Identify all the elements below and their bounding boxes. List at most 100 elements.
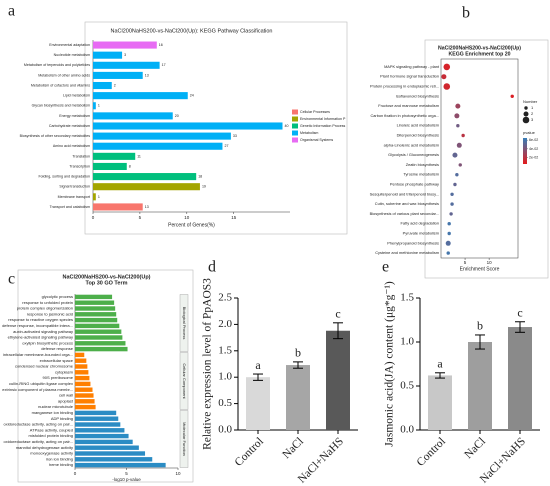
- bar: [93, 71, 143, 79]
- legend-label: Environmental Information P: [300, 117, 346, 121]
- bubble: [447, 231, 451, 236]
- legend-label: Genetic Information Process: [300, 124, 346, 128]
- bar-count-label: 17: [162, 63, 166, 67]
- panel-letter: b: [462, 5, 470, 22]
- bar: [75, 335, 123, 340]
- panel-letter: c: [8, 271, 15, 288]
- bar: [75, 404, 96, 410]
- bar: [93, 152, 136, 160]
- y-tick-label: Carbon fixation in photosynthetic orga..…: [370, 113, 439, 118]
- panel-letter: d: [208, 259, 216, 276]
- chart-title: NaCl200NaHS200-vs-NaCl200(Up): [438, 45, 521, 51]
- x-tick-label: 5: [464, 260, 467, 265]
- bubble: [441, 74, 447, 80]
- y-tick-label: manganese ion binding: [32, 410, 73, 415]
- bar-count-label: 40: [284, 124, 288, 128]
- bubble: [456, 142, 462, 148]
- y-tick-label: Translation: [72, 154, 90, 158]
- bar-count-label: 20: [175, 114, 179, 118]
- x-tick-label: 10: [487, 260, 493, 265]
- y-tick-label: heme binding: [49, 462, 73, 467]
- bubble: [446, 251, 450, 255]
- bar: [508, 327, 532, 430]
- y-tick-label: Metabolism of cofactors and vitamins: [31, 83, 90, 87]
- bar: [93, 183, 200, 191]
- y-tick-label: ethylene-activated signaling pathway: [8, 335, 73, 340]
- bubble: [445, 240, 451, 246]
- y-tick-label: defense response, incompatible intera...: [2, 323, 73, 328]
- panel-frame: [17, 269, 194, 483]
- legend-title: pvalue: [523, 130, 536, 135]
- x-tick-label: 15: [231, 215, 237, 220]
- bar: [93, 102, 96, 110]
- significance-label: a: [437, 357, 443, 371]
- bar: [75, 300, 115, 305]
- y-tick-label: oxidoreductase activity, acting on pair.…: [3, 439, 73, 444]
- y-tick-label: ADP binding: [51, 416, 73, 421]
- bar: [75, 370, 89, 375]
- panel-letter: a: [8, 3, 15, 20]
- bubble: [452, 152, 458, 158]
- group-label: Molecular Function: [182, 422, 187, 456]
- bar: [75, 387, 93, 392]
- bar: [93, 51, 123, 59]
- y-tick-label: intracellular membrane-bounded orga...: [3, 352, 73, 357]
- bar: [93, 81, 112, 90]
- y-tick-label: oxidoreductase activity, acting on pair.…: [3, 422, 73, 427]
- y-tick-label: Biosynthesis of various plant secondar..…: [370, 211, 439, 216]
- y-tick-label: Plant hormone signal transduction: [380, 74, 439, 79]
- bar: [75, 364, 88, 369]
- bar: [75, 433, 129, 439]
- legend-label: Organismal Systems: [300, 138, 333, 142]
- y-tick-label: Pyruvate metabolism: [403, 231, 439, 236]
- significance-label: b: [477, 319, 483, 333]
- bar: [75, 323, 120, 329]
- group-label: Biological Process: [182, 307, 187, 340]
- y-tick-label: Metabolism of terpenoids and polyketides: [24, 63, 90, 67]
- bar: [75, 312, 117, 317]
- y-tick-label: Folding, sorting and degradation: [38, 175, 90, 179]
- bubble: [461, 133, 465, 138]
- bar: [75, 341, 126, 346]
- bar-count-label: 3: [124, 53, 126, 57]
- bar: [93, 203, 143, 211]
- group-strip: [179, 352, 189, 410]
- y-tick-label: defense response: [41, 346, 74, 351]
- bar-count-label: 2: [114, 83, 116, 87]
- y-tick-label: extracellular space: [40, 358, 74, 363]
- y-tick-label: glycolytic process: [42, 294, 73, 299]
- colorbar-label: 2e-02: [529, 155, 538, 159]
- group-strip: [179, 410, 189, 468]
- significance-label: c: [335, 307, 340, 321]
- legend-swatch: [292, 116, 298, 122]
- significance-label: b: [295, 346, 301, 360]
- bar: [75, 317, 118, 323]
- y-tick-label: 0.0: [400, 424, 414, 436]
- bubble: [450, 192, 454, 196]
- y-tick-label: Sesquiterpenoid and triterpenoid biosy..…: [370, 191, 439, 196]
- bar: [75, 457, 153, 462]
- bar: [93, 162, 127, 171]
- y-tick-label: auxin-activated signaling pathway: [13, 329, 73, 334]
- legend-bubble: [522, 116, 530, 124]
- y-tick-label: Protein processing in endoplasmic reti..…: [370, 84, 439, 89]
- legend-swatch: [292, 130, 298, 136]
- bar: [75, 393, 94, 398]
- y-tick-label: 1.0: [400, 336, 414, 348]
- bar: [75, 381, 91, 387]
- y-tick-label: alpha-Linolenic acid metabolism: [384, 142, 439, 147]
- colorbar: [523, 138, 527, 164]
- y-tick-label: Signal transduction: [59, 185, 90, 189]
- y-tick-label: condensed nuclear chromosome: [15, 364, 74, 369]
- y-tick-label: Diterpenoid biosynthesis: [397, 133, 439, 138]
- legend-swatch: [292, 109, 298, 115]
- bar: [75, 375, 90, 381]
- bar-count-label: 16: [159, 43, 163, 47]
- y-axis-label: Jasmonic acid(JA) content (μg*g⁻¹): [384, 281, 396, 447]
- bar: [428, 375, 452, 430]
- y-tick-label: oxylipin biosynthetic process: [22, 340, 73, 345]
- bar: [326, 330, 350, 430]
- chart-subtitle: KEGG Enrichment top 20: [449, 51, 511, 57]
- chart-title: NaCl200NaHS200-vs-NaCl200(Up): KEGG Path…: [110, 28, 272, 34]
- y-tick-label: ATPase activity, coupled: [30, 427, 73, 432]
